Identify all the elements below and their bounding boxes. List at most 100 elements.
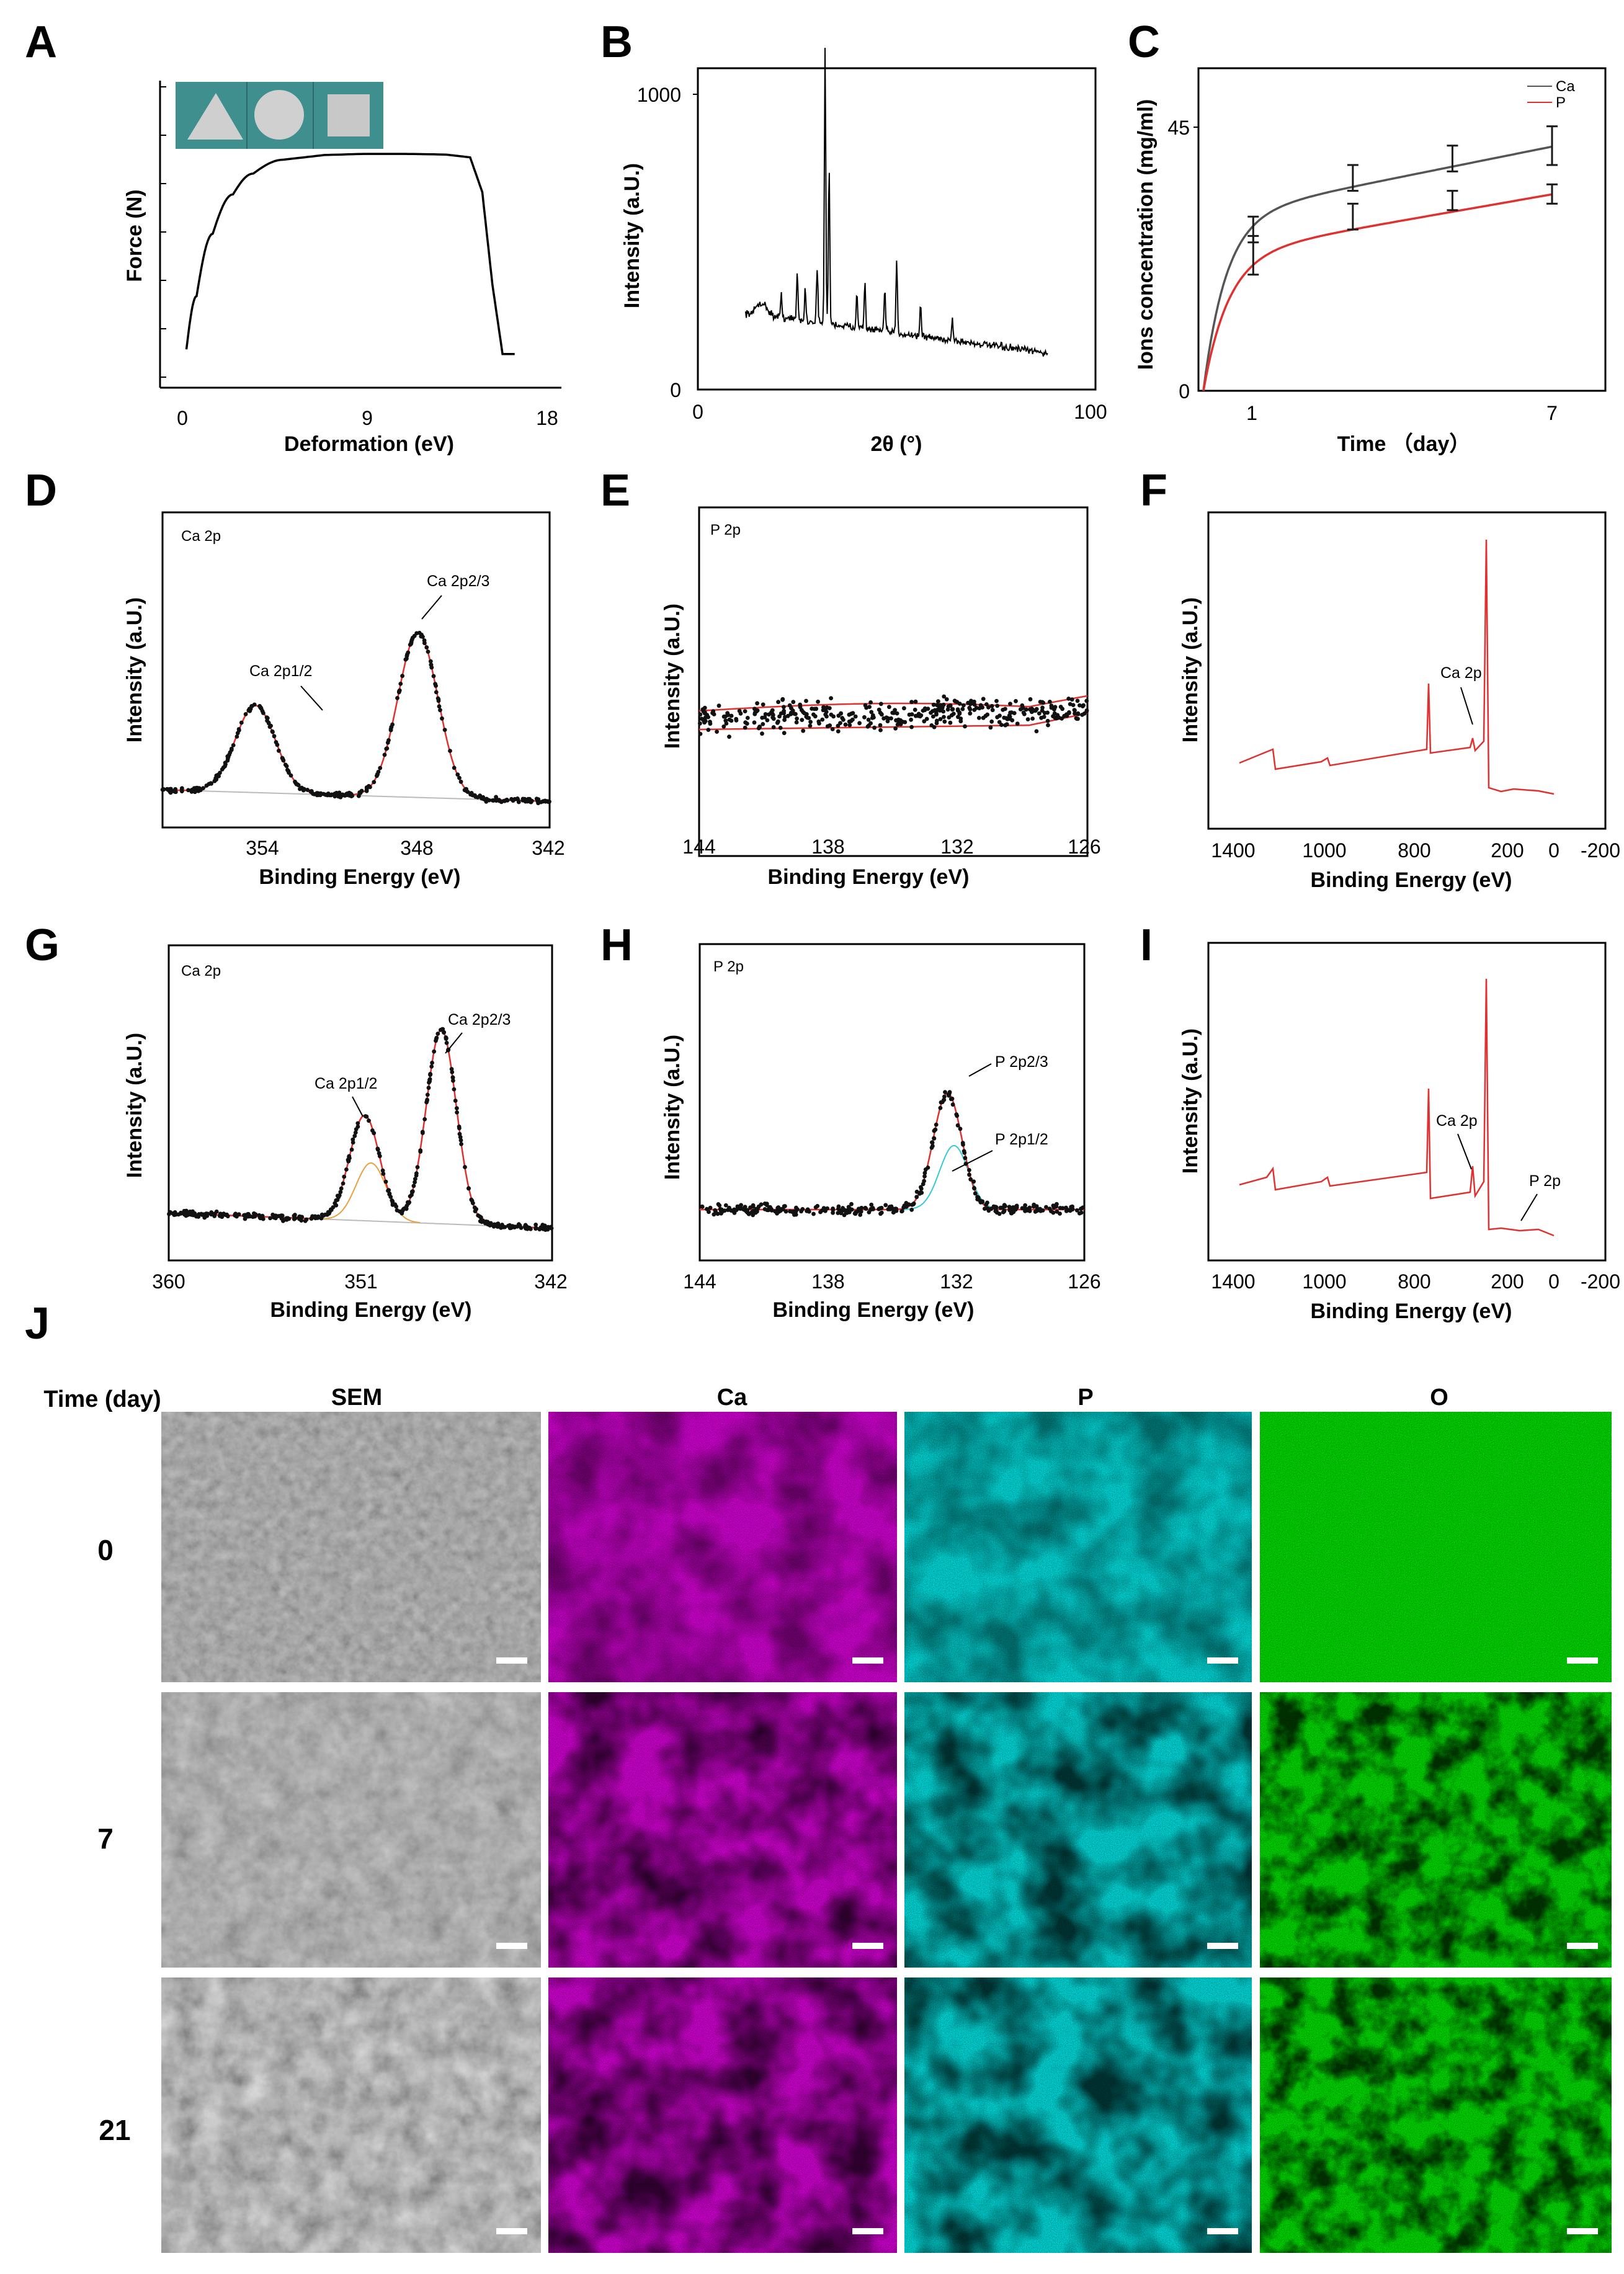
- data-point: [702, 711, 707, 716]
- data-point: [204, 783, 209, 788]
- data-point: [161, 787, 166, 791]
- data-point: [754, 1206, 759, 1211]
- data-point: [364, 785, 369, 790]
- data-point: [1079, 1210, 1084, 1215]
- data-point: [352, 1133, 357, 1138]
- data-point: [457, 1126, 462, 1131]
- data-point: [988, 725, 993, 730]
- data-point: [930, 1140, 934, 1144]
- data-point: [972, 1186, 976, 1191]
- data-point: [388, 1195, 393, 1199]
- data-point: [827, 706, 832, 710]
- data-point: [347, 1154, 351, 1159]
- panel-label-a: A: [25, 17, 57, 67]
- data-point: [1033, 1210, 1038, 1214]
- data-point: [910, 1202, 914, 1207]
- data-point: [265, 716, 270, 720]
- panel-f: 1400 1000 800 200 0 -200 Binding Energy …: [1179, 511, 1620, 892]
- data-point: [954, 1112, 959, 1117]
- data-point: [385, 746, 390, 751]
- a-y-ticks: [160, 86, 166, 378]
- scale-bar: [1207, 2228, 1238, 2234]
- data-point: [818, 1210, 823, 1215]
- data-point: [1021, 710, 1026, 715]
- data-point: [878, 723, 883, 728]
- data-point: [995, 703, 1000, 708]
- data-point: [364, 1114, 369, 1119]
- data-point: [839, 1211, 844, 1216]
- data-point: [738, 711, 743, 716]
- data-point: [468, 792, 473, 797]
- data-point: [536, 801, 540, 806]
- j-col-p: P: [1077, 1384, 1093, 1411]
- data-point: [270, 1212, 275, 1217]
- data-point: [425, 1092, 430, 1097]
- f-xtick-1400: 1400: [1211, 839, 1255, 862]
- data-point: [319, 1212, 324, 1217]
- data-point: [409, 640, 414, 645]
- data-point: [846, 1205, 851, 1210]
- data-point: [913, 713, 918, 718]
- data-point: [452, 1087, 457, 1092]
- data-point: [1045, 718, 1050, 723]
- c-frame: [1197, 67, 1607, 392]
- panel-c: 45 0 1 7 Time （day） Ions concentration (…: [1134, 67, 1607, 456]
- data-point: [1075, 698, 1080, 703]
- data-point: [830, 727, 835, 731]
- data-point: [293, 779, 297, 784]
- data-point: [950, 707, 955, 711]
- data-point: [755, 701, 759, 706]
- data-point: [457, 775, 462, 780]
- data-point: [712, 1212, 716, 1217]
- data-point: [981, 715, 986, 720]
- data-point: [411, 1184, 416, 1188]
- panel-label-i: I: [1140, 921, 1153, 970]
- f-frame: [1207, 511, 1607, 830]
- d-xtick-342: 342: [532, 837, 564, 859]
- data-point: [780, 697, 785, 702]
- data-point: [310, 1216, 314, 1221]
- data-point: [932, 1128, 937, 1132]
- data-point: [961, 1143, 965, 1147]
- data-point: [430, 1061, 434, 1065]
- data-point: [804, 698, 808, 703]
- data-point: [983, 1206, 987, 1211]
- data-point: [856, 1206, 861, 1211]
- data-point: [1034, 729, 1039, 734]
- data-point: [746, 1211, 751, 1216]
- data-point: [507, 1226, 512, 1231]
- data-point: [469, 1197, 474, 1202]
- g-xtick-360: 360: [152, 1270, 185, 1293]
- data-point: [171, 789, 176, 793]
- data-point: [989, 719, 994, 724]
- data-point: [225, 754, 230, 759]
- data-point: [179, 787, 184, 792]
- data-point: [960, 707, 965, 711]
- data-point: [785, 713, 790, 718]
- data-point: [949, 713, 954, 718]
- panel-label-f: F: [1140, 466, 1167, 515]
- data-point: [743, 725, 747, 730]
- panel-label-d: D: [25, 466, 57, 515]
- data-point: [800, 718, 805, 722]
- data-point: [220, 767, 225, 772]
- data-point: [243, 712, 248, 716]
- data-point: [853, 714, 858, 719]
- j-col-ca: Ca: [717, 1384, 747, 1411]
- data-point: [488, 1223, 493, 1228]
- data-point: [1040, 700, 1045, 705]
- data-point: [728, 1208, 733, 1213]
- data-point: [904, 1201, 909, 1205]
- data-point: [968, 1177, 973, 1182]
- data-point: [914, 1195, 919, 1200]
- g-ylabel: Intensity (a.U.): [123, 1033, 146, 1178]
- b-xlabel: 2θ (°): [871, 432, 922, 456]
- f-xtick-200: 200: [1491, 839, 1524, 862]
- data-point: [729, 713, 734, 718]
- data-point: [718, 1208, 723, 1213]
- data-point: [894, 1206, 899, 1211]
- data-point: [757, 725, 762, 729]
- data-point: [337, 790, 342, 795]
- data-point: [438, 708, 442, 713]
- j-image-o-day21: [1260, 1977, 1612, 2253]
